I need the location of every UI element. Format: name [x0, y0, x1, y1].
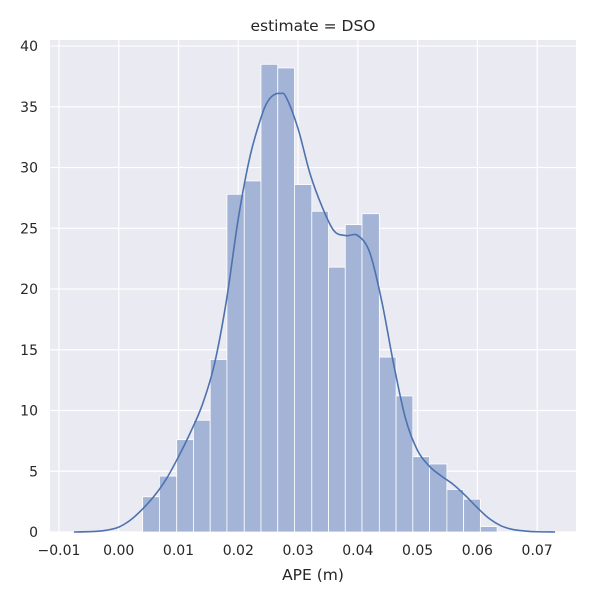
x-tick-label: 0.06: [462, 543, 493, 559]
histogram-bar: [294, 184, 313, 533]
y-tick-label: 15: [20, 343, 38, 359]
y-tick-label: 10: [20, 404, 38, 420]
kde-curve: [73, 92, 556, 533]
histogram-bar: [446, 489, 465, 533]
x-tick-label: 0.02: [223, 543, 254, 559]
histogram-bars: [142, 63, 498, 533]
y-tick-label: 35: [20, 100, 38, 116]
histogram-bar: [378, 356, 397, 533]
x-tick-label: 0.04: [342, 543, 373, 559]
y-tick-label: 0: [29, 525, 38, 541]
x-tick-label: 0.05: [402, 543, 433, 559]
y-tick-label: 20: [20, 282, 38, 298]
x-tick-labels: −0.01 0.00 0.01 0.02 0.03 0.04 0.05 0.06 0.07: [38, 543, 553, 559]
x-tick-label: 0.00: [103, 543, 134, 559]
y-tick-labels: 0 5 10 15 20 25 30 35 40: [20, 39, 38, 541]
histogram-bar: [243, 180, 262, 533]
histogram-bar: [361, 213, 380, 533]
chart-title: estimate = DSO: [250, 17, 375, 35]
histogram-bar: [209, 359, 228, 533]
histogram-bar: [176, 439, 194, 533]
x-tick-label: 0.07: [522, 543, 553, 559]
histogram-bar: [277, 67, 295, 533]
histogram-bar: [479, 526, 498, 533]
y-tick-label: 5: [29, 464, 38, 480]
y-tick-label: 40: [20, 39, 38, 55]
histogram-bar: [463, 498, 481, 533]
histogram-bar: [328, 266, 346, 533]
histogram-bar: [412, 456, 430, 533]
x-tick-label: 0.03: [282, 543, 313, 559]
x-axis-title: APE (m): [282, 566, 344, 584]
x-tick-label: 0.01: [163, 543, 194, 559]
y-tick-label: 30: [20, 161, 38, 177]
histogram-bar: [311, 210, 329, 533]
histogram-bar: [260, 63, 279, 533]
x-tick-label: −0.01: [38, 543, 81, 559]
histogram-bar: [344, 224, 363, 533]
histogram-bar: [226, 193, 245, 533]
y-tick-label: 25: [20, 221, 38, 237]
histogram-bar: [142, 496, 160, 533]
histogram-bar: [193, 419, 211, 533]
